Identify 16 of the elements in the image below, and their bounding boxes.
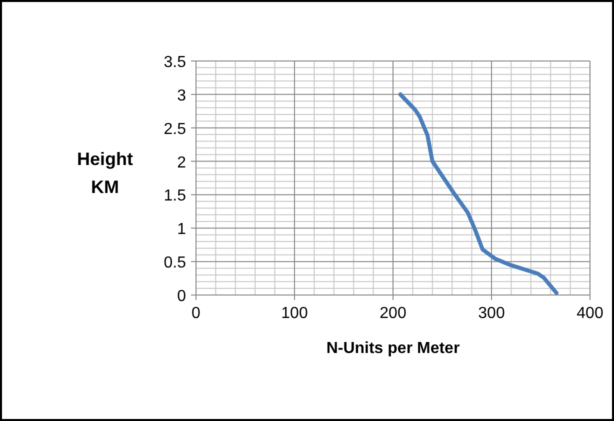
y-tick-label: 3.5 (164, 54, 186, 71)
y-axis-title: Height KM (77, 149, 133, 197)
y-tick-label: 1.5 (164, 188, 186, 205)
y-tick-label: 2 (177, 154, 186, 172)
x-tick-label: 100 (281, 305, 308, 322)
x-tick-label: 200 (380, 305, 406, 322)
y-tick-label: 0.5 (164, 254, 186, 272)
x-axis-title: N-Units per Meter (326, 340, 460, 357)
x-tick-label: 400 (576, 305, 604, 322)
line-series (398, 92, 559, 295)
y-tick-label: 1 (177, 221, 186, 238)
y-tick-label: 3 (177, 87, 186, 104)
x-tick-label: 0 (192, 305, 201, 322)
x-tick-label: 300 (478, 305, 505, 322)
y-tick-label: 0 (177, 288, 186, 305)
y-tick-label: 2.5 (164, 120, 186, 138)
